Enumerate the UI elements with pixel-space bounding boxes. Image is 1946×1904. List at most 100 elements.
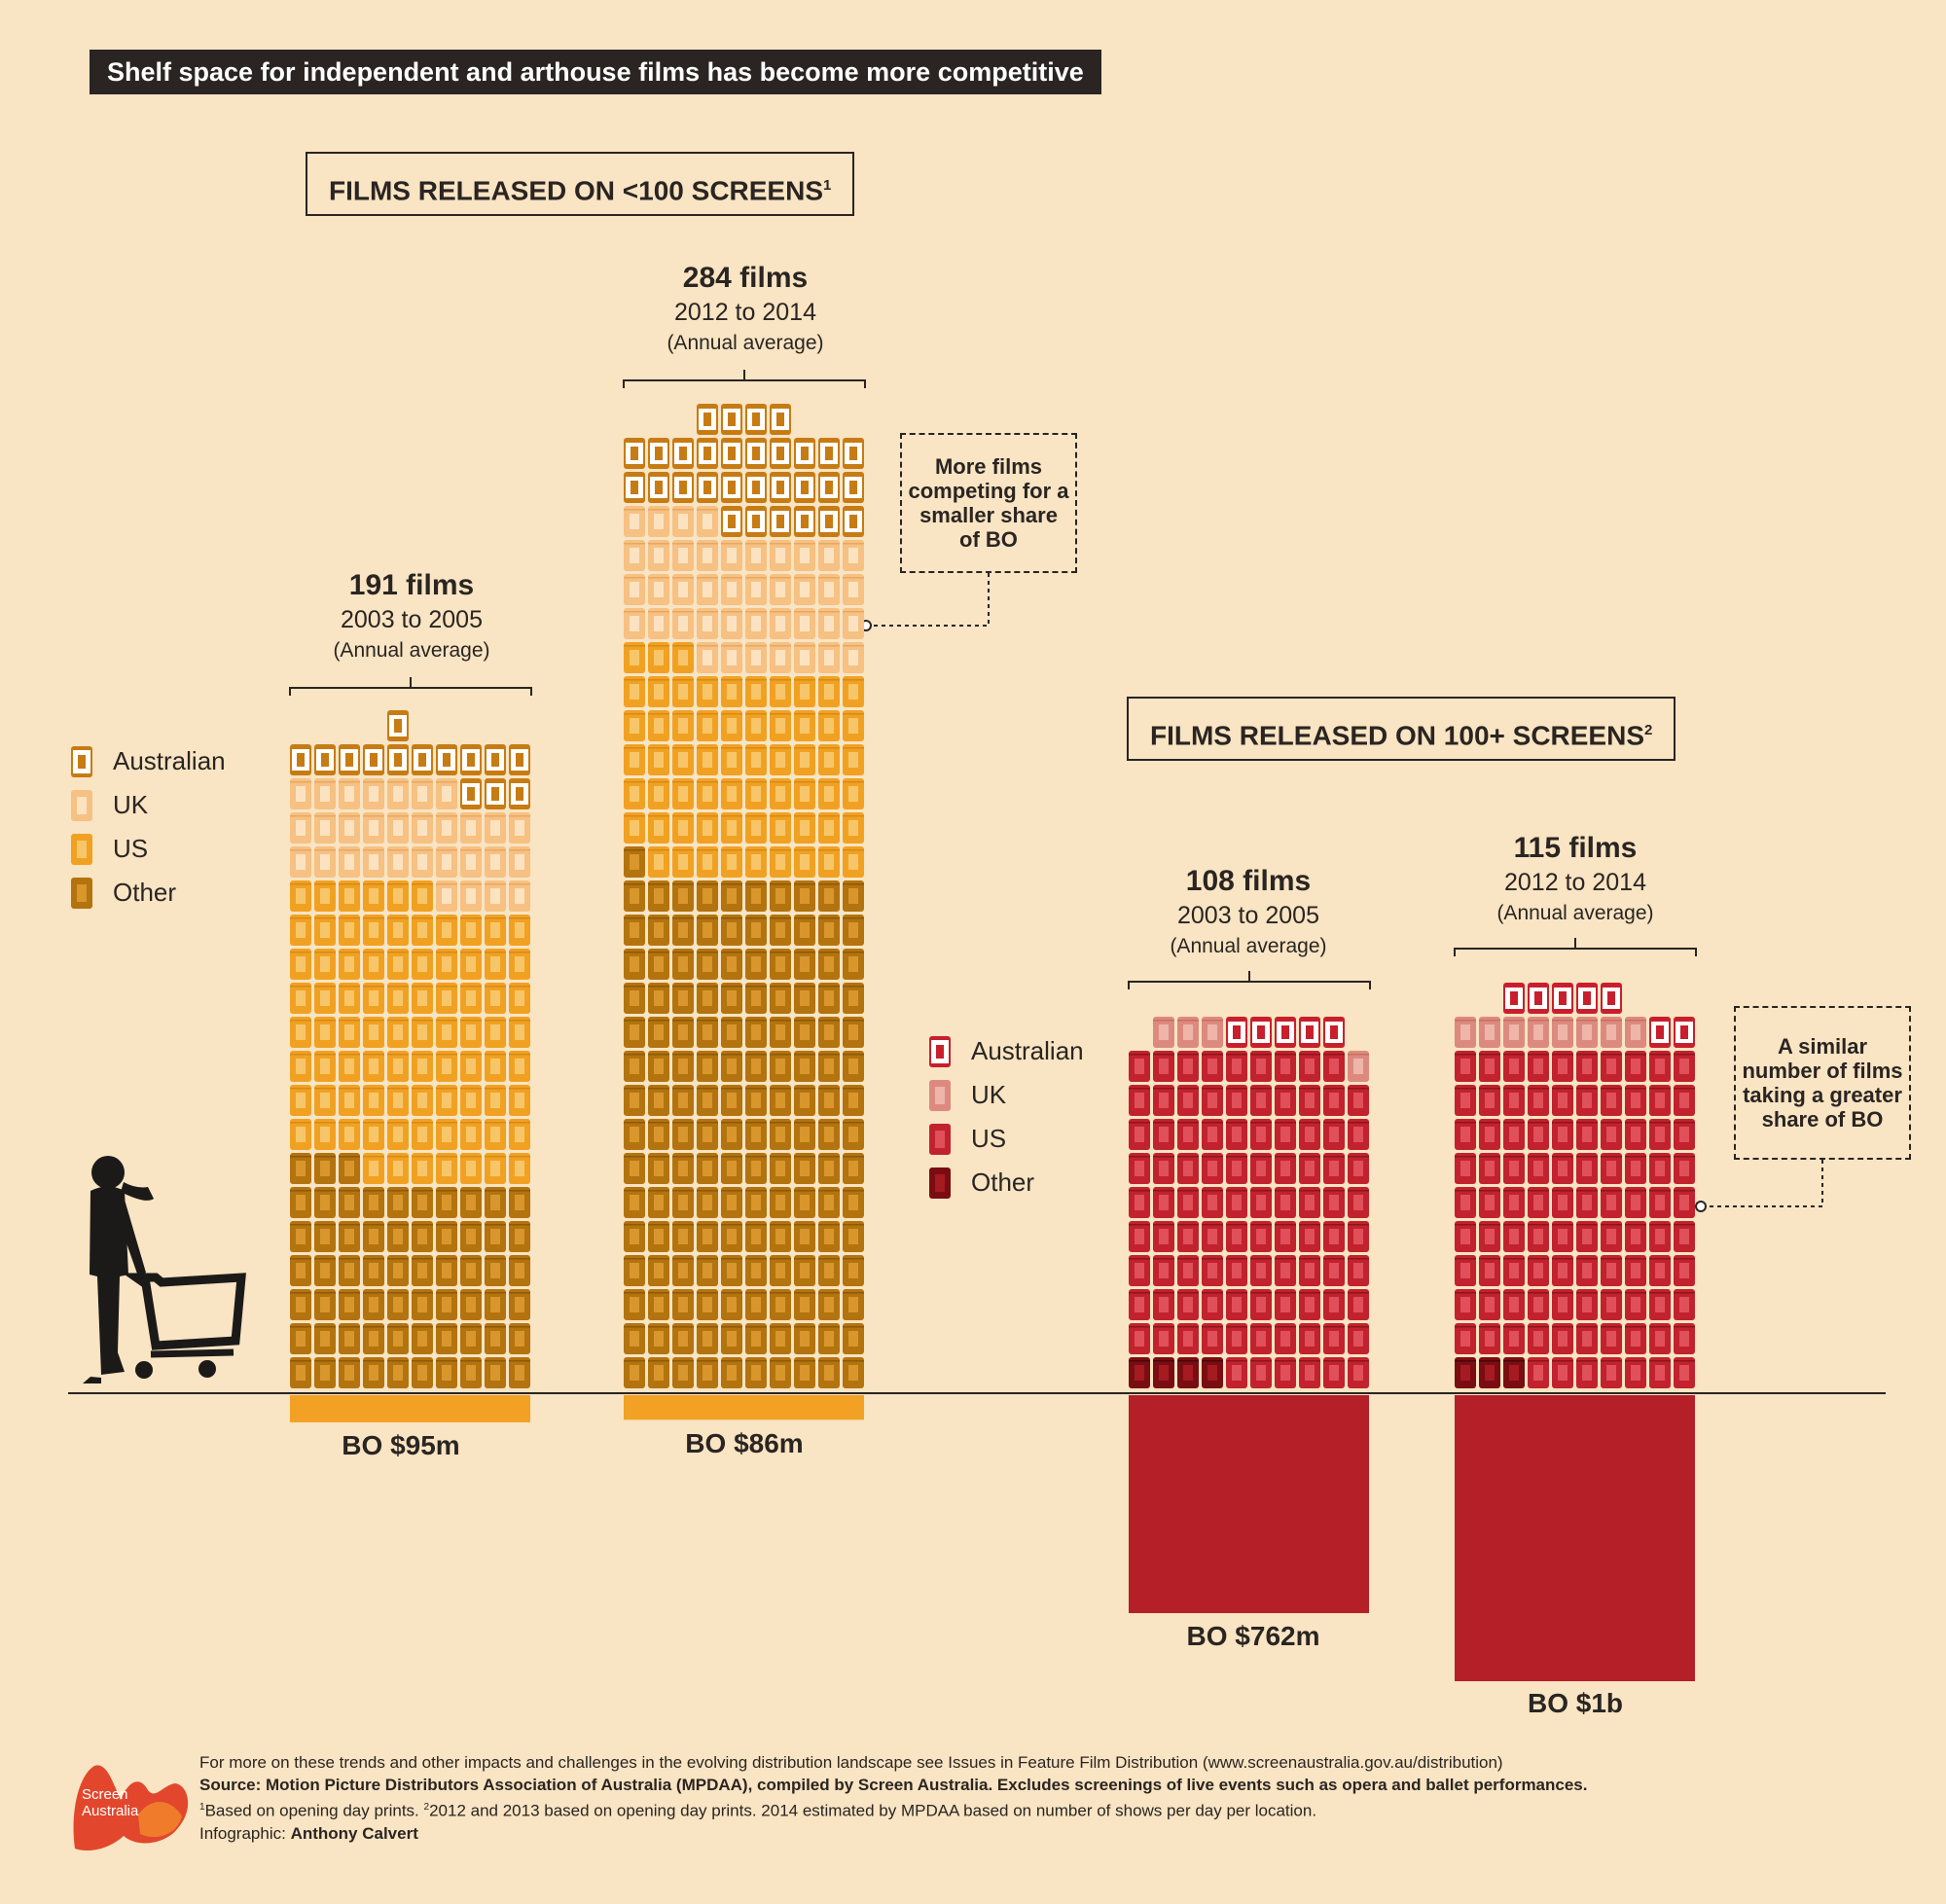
film-can-us [1649,1153,1671,1184]
film-can-australian [1299,1017,1320,1048]
film-can-us [1129,1051,1150,1082]
film-can-other [697,1119,718,1150]
film-can-us [1552,1119,1573,1150]
film-can-us [1226,1051,1247,1082]
film-can-other [843,1085,864,1116]
film-can-us [290,1119,311,1150]
film-can-other [387,1221,409,1252]
film-can-other [697,880,718,912]
film-can-other [843,1017,864,1048]
film-can-other [485,1357,506,1388]
film-can-other [770,1255,791,1286]
film-can-other [818,1357,840,1388]
group-annotation: (Annual average) [1170,935,1327,957]
film-can-other [314,1289,336,1320]
section-title-wide-release: FILMS RELEASED ON 100+ SCREENS2 [1127,697,1676,761]
film-can-australian [1576,983,1598,1014]
film-can-australian [412,744,433,775]
film-can-us [624,812,645,844]
film-can-us [1153,1085,1174,1116]
film-can-us [1576,1221,1598,1252]
film-can-uk [770,608,791,639]
film-can-us [1625,1323,1646,1354]
film-can-australian [339,744,360,775]
film-can-us [1299,1051,1320,1082]
film-can-us [1299,1255,1320,1286]
film-can-other [745,949,767,980]
film-can-uk [697,608,718,639]
page-title: Shelf space for independent and arthouse… [90,50,1101,94]
film-can-other [745,1289,767,1320]
film-can-us [1674,1085,1695,1116]
film-can-icon [929,1035,951,1067]
film-can-us [339,949,360,980]
film-can-us [1153,1187,1174,1218]
film-can-other [818,915,840,946]
film-can-other [624,846,645,878]
film-can-other [794,880,815,912]
legend-wide: Australian UK US Other [928,1029,1084,1204]
film-can-us [1275,1289,1296,1320]
film-can-australian [745,404,767,435]
film-can-us [1503,1289,1525,1320]
bracket-small-2003 [289,677,532,696]
film-can-other [745,1017,767,1048]
film-can-australian [1601,983,1622,1014]
film-can-uk [721,540,742,571]
film-can-uk [745,642,767,673]
film-can-us [1226,1085,1247,1116]
film-can-us [1625,1289,1646,1320]
film-can-us [1552,1357,1573,1388]
film-can-us [1177,1187,1199,1218]
film-can-other [339,1323,360,1354]
film-can-other [290,1289,311,1320]
film-can-us [818,710,840,741]
film-can-us [436,915,457,946]
film-can-other [745,983,767,1014]
bo-bar-wide-2003 [1129,1395,1369,1614]
legend-label: UK [971,1080,1007,1109]
film-can-us [460,1017,482,1048]
film-can-us [412,1017,433,1048]
film-can-other [721,1051,742,1082]
film-can-other [770,1221,791,1252]
film-can-other [624,1255,645,1286]
film-can-other [697,1289,718,1320]
group-years: 2003 to 2005 [341,606,483,633]
film-can-other [818,1289,840,1320]
logo-line1: Screen [82,1786,128,1803]
film-can-us [339,1017,360,1048]
film-can-us [1576,1119,1598,1150]
film-can-us [485,1051,506,1082]
film-can-other [818,1323,840,1354]
film-can-us [363,1119,384,1150]
film-can-other [672,1119,694,1150]
bracket-small-2012 [623,370,866,388]
film-can-other [745,1187,767,1218]
film-can-us [1323,1323,1345,1354]
group-label-small-2003: 191 films 2003 to 2005 (Annual average) [266,568,558,665]
film-can-other [648,915,669,946]
film-can-us [460,915,482,946]
film-can-other [818,1187,840,1218]
film-can-us [1275,1323,1296,1354]
film-can-australian [1323,1017,1345,1048]
film-can-other [485,1221,506,1252]
film-can-other [770,1357,791,1388]
film-can-us [290,1017,311,1048]
film-can-other [794,1119,815,1150]
screen-australia-logo [73,1765,189,1851]
film-can-us [843,812,864,844]
bo-bar-small-2012 [624,1395,864,1420]
legend-item-other: Other [928,1161,1084,1204]
film-can-us [1153,1221,1174,1252]
film-can-other [672,983,694,1014]
film-can-other [843,983,864,1014]
film-can-us [1552,1255,1573,1286]
group-years: 2012 to 2014 [674,299,816,326]
film-can-uk [794,608,815,639]
film-can-icon [71,745,92,777]
film-can-uk [339,812,360,844]
